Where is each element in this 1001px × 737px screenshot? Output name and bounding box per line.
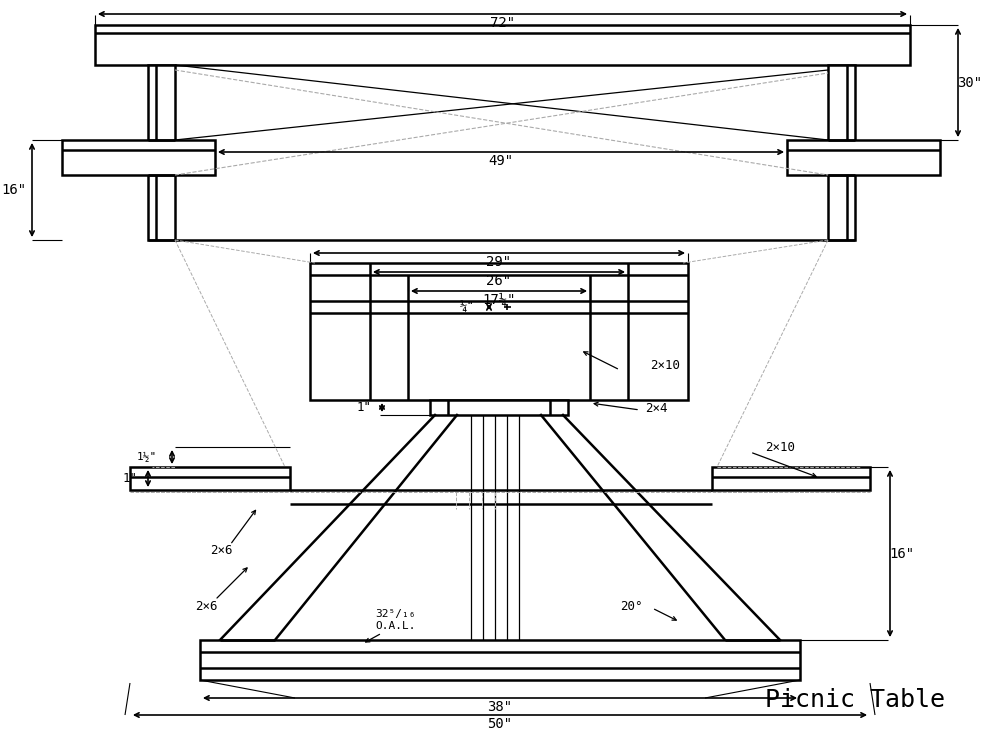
Text: 2×4: 2×4 xyxy=(645,402,668,414)
Text: O.A.L.: O.A.L. xyxy=(375,621,415,631)
Text: 32⁵/₁₆: 32⁵/₁₆ xyxy=(375,609,415,619)
Bar xyxy=(200,640,800,680)
Text: 2×10: 2×10 xyxy=(765,441,795,453)
Text: 38": 38" xyxy=(487,700,513,714)
Text: 30": 30" xyxy=(957,75,983,89)
Text: 50": 50" xyxy=(487,717,513,731)
Bar xyxy=(787,140,940,175)
Bar xyxy=(430,400,568,415)
Text: 20°: 20° xyxy=(620,601,643,613)
Text: 1½": 1½" xyxy=(137,452,157,462)
Text: Picnic Table: Picnic Table xyxy=(765,688,945,712)
Bar xyxy=(712,467,870,490)
Text: 16": 16" xyxy=(890,547,915,561)
Bar xyxy=(828,65,855,240)
Bar xyxy=(62,140,215,175)
Text: 17¼": 17¼" xyxy=(482,293,516,307)
Text: 72": 72" xyxy=(489,16,516,30)
Text: 49": 49" xyxy=(488,154,514,168)
Text: 1": 1" xyxy=(356,401,371,414)
Text: 2×10: 2×10 xyxy=(650,358,680,371)
Bar xyxy=(95,25,910,65)
Text: 26": 26" xyxy=(486,274,512,288)
Text: 1": 1" xyxy=(122,472,137,485)
Bar xyxy=(148,65,175,240)
Bar xyxy=(130,467,290,490)
Text: ¼": ¼" xyxy=(459,301,474,313)
Text: 29": 29" xyxy=(486,255,512,269)
Bar xyxy=(310,263,688,400)
Text: 2×6: 2×6 xyxy=(210,543,232,556)
Text: 2×6: 2×6 xyxy=(195,601,217,613)
Text: 16": 16" xyxy=(1,183,27,197)
